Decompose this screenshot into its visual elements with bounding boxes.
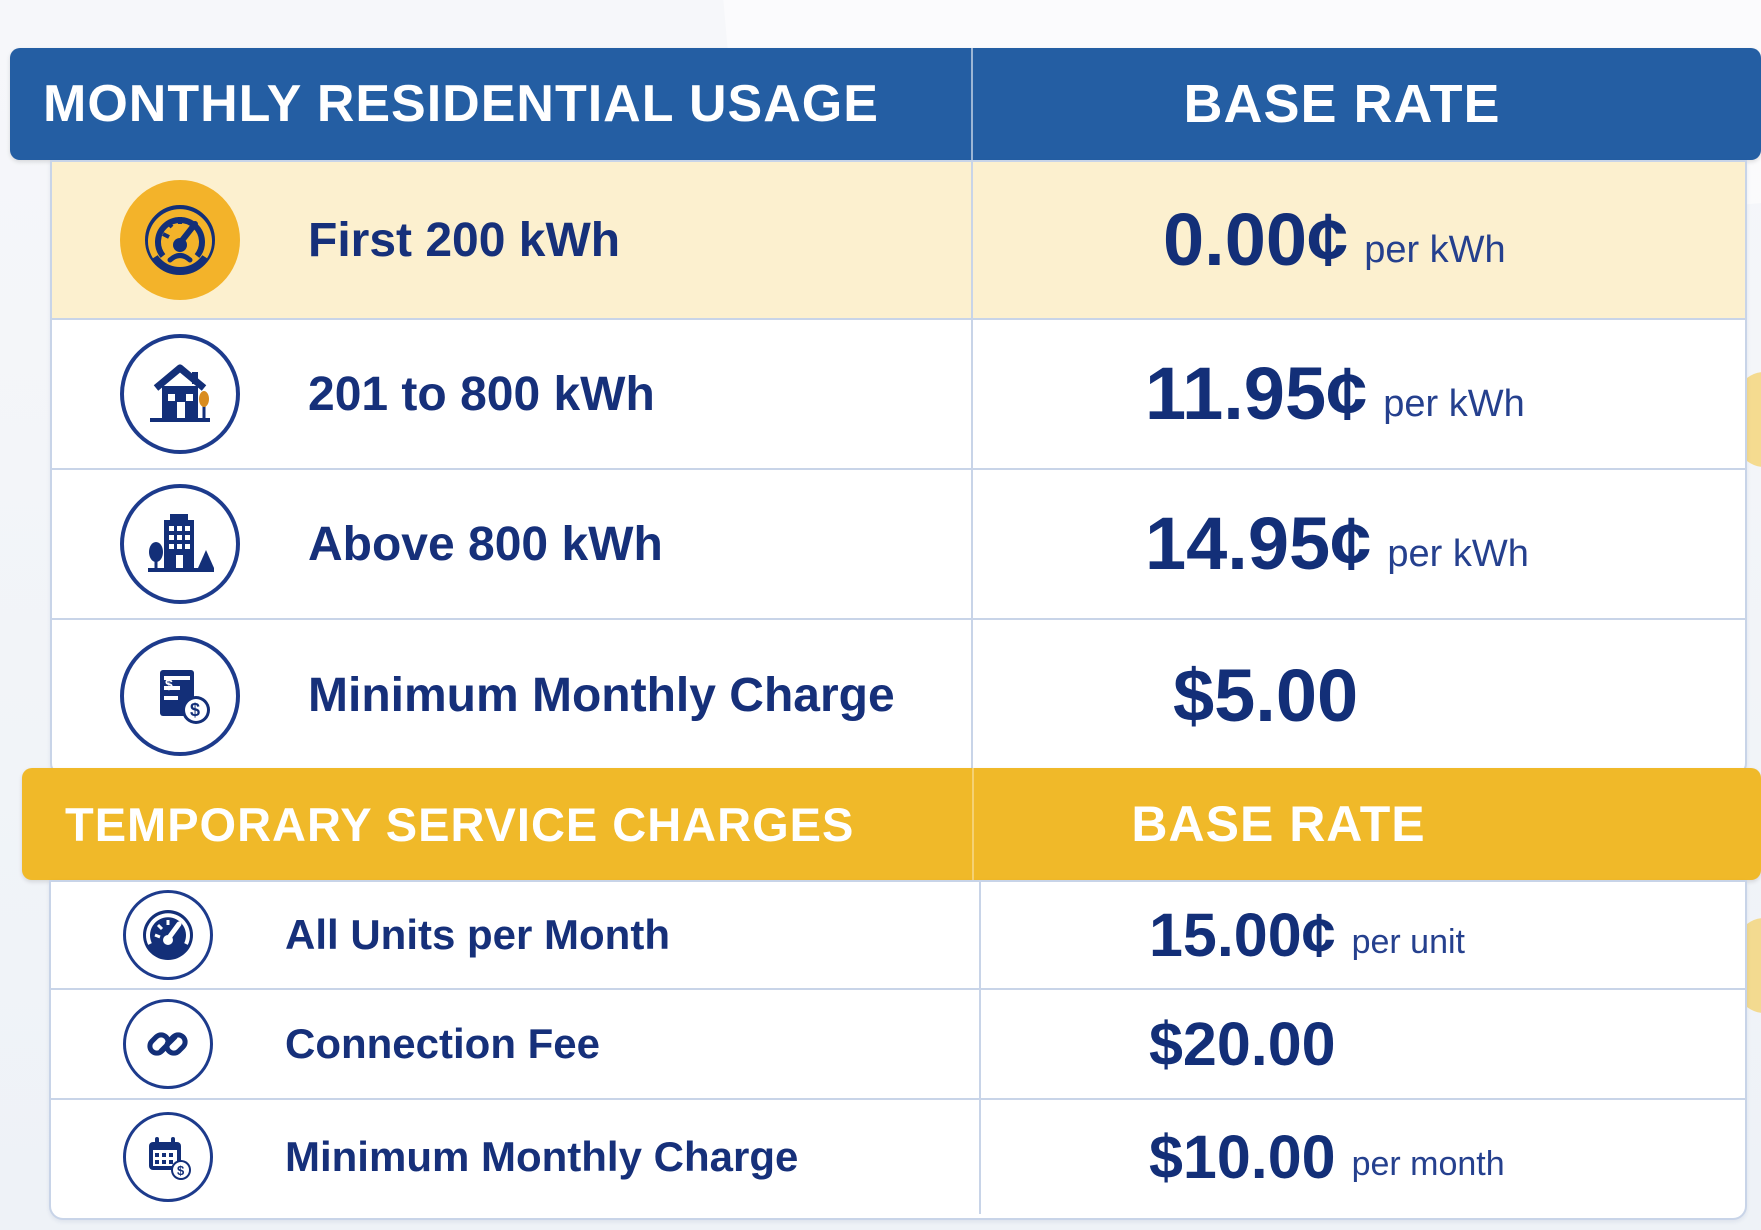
temporary-label-minimum-charge: Minimum Monthly Charge [285,1133,799,1180]
residential-label-201-800: 201 to 800 kWh [308,367,655,421]
temporary-header-right: BASE RATE [1131,796,1426,852]
residential-amount-first-200: 0.00¢ [1163,198,1349,281]
building-icon [120,484,240,604]
temporary-header-bar: TEMPORARY SERVICE CHARGES BASE RATE [22,768,1761,880]
residential-row-left: 201 to 800 kWh [52,320,973,468]
svg-text:$: $ [190,700,200,720]
residential-table: First 200 kWh 0.00¢ per kWh [50,160,1747,777]
residential-label-above-800: Above 800 kWh [308,517,663,571]
temporary-rate-all-units-cell: 15.00¢ per unit [981,882,1745,988]
residential-amount-minimum-charge: $5.00 [1173,653,1359,737]
residential-rate-first-200-cell: 0.00¢ per kWh [973,162,1745,318]
temporary-label-connection-fee: Connection Fee [285,1020,601,1067]
residential-header-left: MONTHLY RESIDENTIAL USAGE [43,75,879,133]
temporary-amount-minimum-charge: $10.00 [1149,1122,1336,1191]
temporary-row-minimum-charge: $ Minimum Monthly Charge $10.00 per mont… [51,1100,1745,1214]
residential-unit-201-800: per kWh [1383,382,1525,425]
temporary-row-left: Connection Fee [51,990,981,1098]
gauge-icon [123,890,213,980]
residential-rate-above-800-cell: 14.95¢ per kWh [973,470,1745,618]
speedometer-icon [120,180,240,300]
residential-row-left: First 200 kWh [52,162,973,318]
residential-unit-above-800: per kWh [1387,532,1529,575]
house-icon [120,334,240,454]
residential-amount-above-800: 14.95¢ [1145,502,1372,585]
temporary-service-section: TEMPORARY SERVICE CHARGES BASE RATE [12,768,1761,1220]
residential-row-left: Above 800 kWh [52,470,973,618]
temporary-rate-connection-fee-cell: $20.00 [981,990,1745,1098]
temporary-label-all-units: All Units per Month [285,911,670,958]
temporary-unit-all-units: per unit [1351,922,1465,961]
temporary-amount-all-units: 15.00¢ [1149,900,1336,969]
residential-row-minimum-charge: $ $ Minimum Monthly Charge $5.00 [52,620,1745,771]
temporary-header-divider [972,768,974,880]
residential-row-left: $ $ Minimum Monthly Charge [52,620,973,771]
temporary-rate-minimum-charge-cell: $10.00 per month [981,1100,1745,1214]
temporary-header-left: TEMPORARY SERVICE CHARGES [65,797,855,851]
calendar-dollar-icon: $ [123,1112,213,1202]
residential-row-201-800: 201 to 800 kWh 11.95¢ per kWh [52,320,1745,470]
temporary-row-left: All Units per Month [51,882,981,988]
temporary-row-left: $ Minimum Monthly Charge [51,1100,981,1214]
residential-header-bar: MONTHLY RESIDENTIAL USAGE BASE RATE [10,48,1761,160]
residential-unit-first-200: per kWh [1364,228,1506,271]
svg-text:$: $ [165,676,173,692]
temporary-row-all-units: All Units per Month 15.00¢ per unit [51,882,1745,990]
residential-row-first-200: First 200 kWh 0.00¢ per kWh [52,162,1745,320]
temporary-amount-connection-fee: $20.00 [1149,1009,1336,1078]
residential-label-first-200: First 200 kWh [308,213,621,267]
temporary-table: All Units per Month 15.00¢ per unit Conn… [49,880,1747,1220]
residential-header-divider [971,48,973,160]
residential-rate-minimum-charge-cell: $5.00 [973,620,1745,771]
temporary-unit-minimum-charge: per month [1351,1144,1505,1183]
residential-rates-section: MONTHLY RESIDENTIAL USAGE BASE RATE [0,48,1761,777]
bill-dollar-icon: $ $ [120,635,240,756]
residential-rate-201-800-cell: 11.95¢ per kWh [973,320,1745,468]
residential-label-minimum-charge: Minimum Monthly Charge [308,669,895,722]
residential-row-above-800: Above 800 kWh 14.95¢ per kWh [52,470,1745,620]
link-icon [123,999,213,1089]
residential-amount-201-800: 11.95¢ [1145,352,1368,435]
temporary-row-connection-fee: Connection Fee $20.00 [51,990,1745,1100]
svg-text:$: $ [177,1163,185,1178]
residential-header-right: BASE RATE [1183,74,1501,134]
